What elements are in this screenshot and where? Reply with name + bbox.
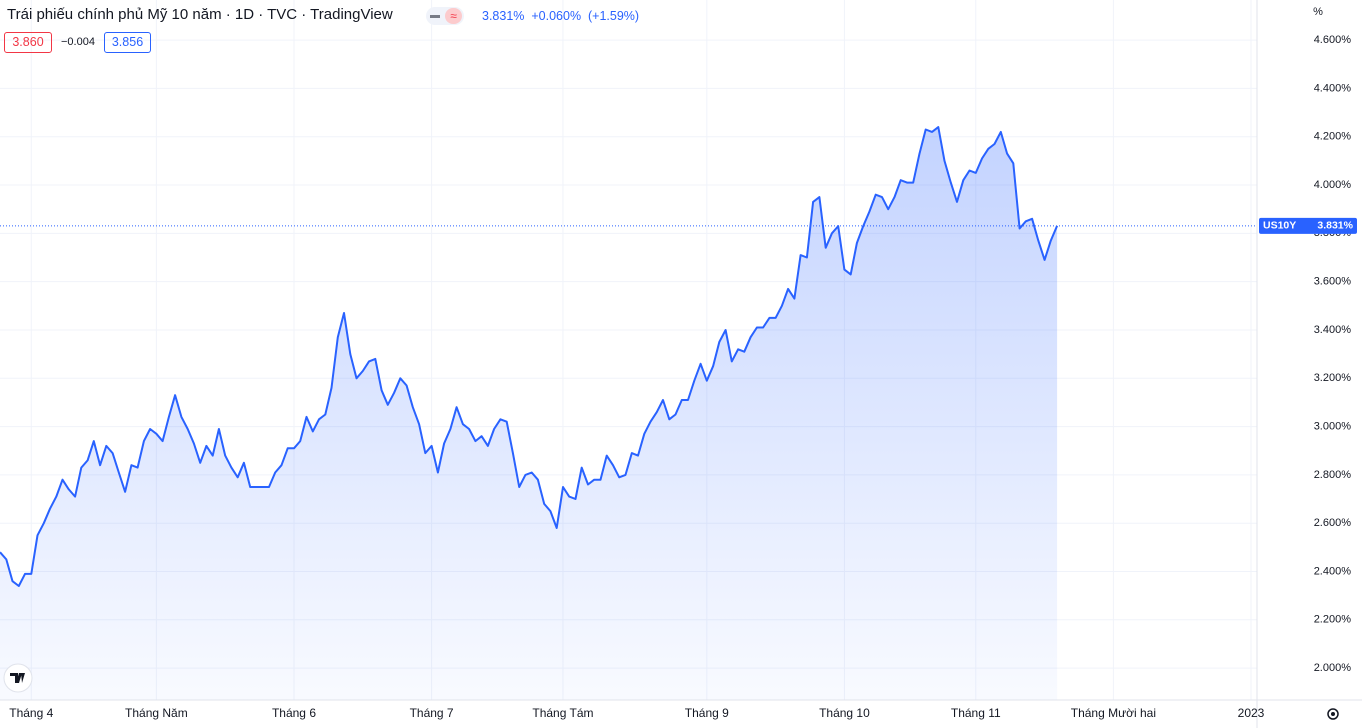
y-tick-label: 4.600% <box>1314 34 1352 46</box>
y-tick-label: 2.000% <box>1314 662 1352 674</box>
line <box>0 126 1059 587</box>
toggle[interactable]: ≈ <box>426 7 464 25</box>
y-tick-label: 2.200% <box>1314 614 1352 626</box>
settings-icon[interactable] <box>1327 708 1339 720</box>
y-tick-label: 2.600% <box>1314 517 1352 529</box>
sell-box[interactable]: 3.860 <box>4 32 52 53</box>
y-tick-label: 3.600% <box>1314 276 1352 288</box>
y-tick-label: 2.800% <box>1314 469 1352 481</box>
x-tick-label: Tháng Mười hai <box>1071 706 1156 720</box>
x-tick-label: Tháng 10 <box>819 706 870 720</box>
x-tick-label: Tháng Năm <box>125 706 188 720</box>
area-fill <box>0 127 1058 701</box>
badge-name: US10Y <box>1263 220 1296 232</box>
buy-box[interactable]: 3.856 <box>104 32 151 53</box>
tv-logo <box>3 663 33 693</box>
x-tick-label: Tháng 6 <box>272 706 316 720</box>
y-tick-label: 3.400% <box>1314 324 1352 336</box>
x-tick-label: Tháng 11 <box>951 706 1001 720</box>
y-tick-label: 4.000% <box>1314 179 1352 191</box>
change: +0.060% <box>531 9 582 23</box>
x-tick-label: Tháng Tám <box>532 706 593 720</box>
badge-value: 3.831% <box>1317 220 1353 232</box>
spread: −0.004 <box>61 36 95 48</box>
y-tick-label: 4.400% <box>1314 82 1352 94</box>
quote: 3.831% +0.060% (+1.59%) <box>482 9 639 23</box>
y-unit: % <box>1313 6 1323 18</box>
last-value: 3.831% <box>482 9 525 23</box>
x-tick-label: Tháng 7 <box>410 706 454 720</box>
y-tick-label: 2.400% <box>1314 565 1352 577</box>
change-percent: (+1.59%) <box>588 9 640 23</box>
y-tick-label: 3.200% <box>1314 372 1352 384</box>
price-badge <box>1259 217 1357 234</box>
x-tick-label: Tháng 9 <box>685 706 729 720</box>
chart-title: Trái phiếu chính phủ Mỹ 10 năm · 1D · TV… <box>7 6 393 23</box>
x-tick-label: Tháng 4 <box>9 706 53 720</box>
y-tick-label: 4.200% <box>1314 131 1352 143</box>
y-tick-label: 3.000% <box>1314 420 1352 432</box>
x-tick-label: 2023 <box>1238 706 1265 720</box>
